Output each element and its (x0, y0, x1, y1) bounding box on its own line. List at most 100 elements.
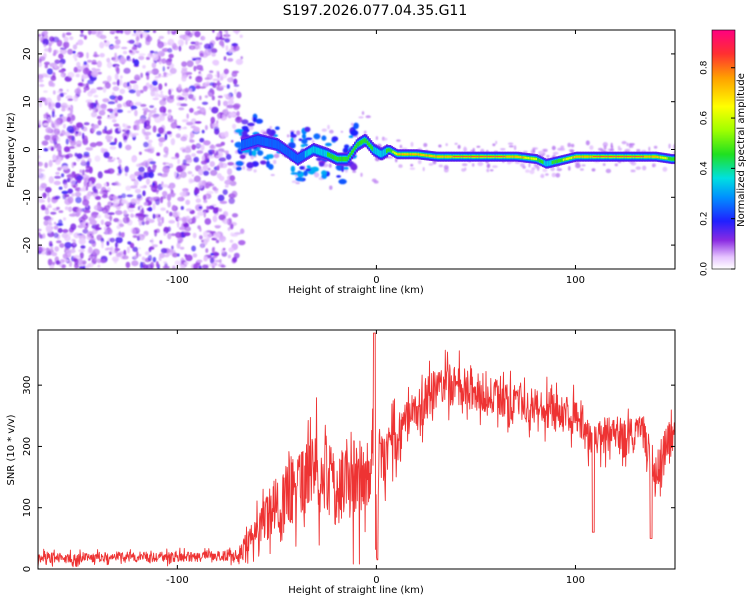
speckle (183, 232, 191, 237)
speckle (102, 80, 110, 85)
speckle (75, 73, 80, 78)
speckle (141, 185, 146, 189)
speckle (617, 145, 621, 149)
trace-segment (299, 152, 303, 162)
speckle (138, 219, 143, 226)
trace-segment (457, 156, 460, 157)
speckle (131, 33, 138, 37)
trace-segment (612, 156, 615, 157)
transition-blob (257, 150, 262, 156)
speckle (124, 165, 129, 173)
speckle (219, 76, 224, 81)
speckle (109, 142, 117, 146)
speckle (161, 58, 167, 64)
speckle (143, 131, 152, 136)
speckle (167, 226, 171, 232)
trace-segment (529, 157, 532, 160)
speckle (69, 108, 74, 114)
speckle (149, 161, 156, 165)
speckle (148, 112, 153, 118)
speckle (165, 58, 172, 66)
speckle (50, 211, 57, 215)
transition-blob (263, 156, 268, 160)
speckle (156, 190, 159, 195)
speckle (44, 162, 48, 169)
speckle (116, 225, 121, 230)
speckle (162, 162, 170, 165)
speckle (191, 144, 196, 151)
speckle (202, 264, 209, 269)
speckle (54, 59, 61, 65)
transition-blob (311, 166, 319, 172)
speckle (195, 143, 202, 148)
speckle (48, 176, 54, 184)
speckle (225, 45, 229, 52)
speckle (193, 111, 199, 115)
trace-segment (376, 148, 379, 156)
trace-segment (276, 140, 279, 149)
trace-segment (483, 156, 486, 157)
speckle (143, 110, 147, 116)
speckle (151, 62, 157, 69)
trace-segment (556, 159, 559, 163)
speckle (184, 154, 192, 161)
trace-segment (658, 156, 661, 158)
trace-segment (392, 150, 395, 153)
trace-segment (643, 156, 647, 158)
trace-segment (554, 159, 557, 164)
trace-segment (510, 156, 513, 158)
trace-segment (511, 156, 514, 158)
speckle (117, 195, 123, 199)
speckle (662, 166, 668, 172)
trace-segment (311, 147, 314, 154)
speckle (207, 155, 215, 159)
trace-segment (594, 156, 597, 157)
speckle (185, 30, 191, 36)
spectrogram-ylabel: Frequency (Hz) (6, 112, 17, 188)
trace-segment (585, 156, 588, 158)
speckle (63, 41, 70, 49)
speckle (152, 80, 158, 86)
speckle (196, 64, 203, 71)
speckle (91, 124, 100, 129)
speckle (209, 106, 212, 111)
speckle (235, 58, 244, 65)
speckle (38, 79, 44, 83)
speckle (83, 151, 90, 157)
speckle (103, 182, 107, 187)
trace-segment (632, 156, 635, 157)
trace-segment (274, 139, 277, 149)
speckle (83, 209, 91, 214)
trace-segment (352, 148, 355, 153)
trace-segment (656, 156, 659, 158)
trace-segment (382, 149, 385, 156)
trace-segment (602, 156, 605, 157)
speckle (114, 246, 119, 254)
trace-segment (279, 142, 282, 151)
speckle (222, 189, 228, 196)
speckle (212, 207, 219, 214)
colorbar-label: Normalized spectral amplitude (736, 73, 747, 227)
speckle (83, 61, 88, 66)
speckle (184, 226, 191, 232)
trace-segment (312, 146, 315, 153)
speckle (171, 245, 174, 251)
speckle (188, 218, 193, 224)
speckle (73, 66, 78, 73)
speckle (61, 190, 69, 195)
trace-segment (519, 156, 522, 158)
speckle (60, 74, 64, 78)
speckle (568, 166, 571, 171)
trace-segment (249, 138, 252, 147)
transition-blob (275, 126, 280, 130)
speckle (199, 42, 203, 45)
trace-segment (671, 157, 674, 161)
speckle (67, 135, 73, 139)
trace-segment (460, 156, 464, 157)
speckle (130, 198, 138, 205)
speckle (198, 168, 204, 176)
speckle (50, 75, 57, 81)
trace-segment (516, 156, 519, 158)
speckle (129, 80, 137, 84)
speckle (167, 200, 172, 208)
